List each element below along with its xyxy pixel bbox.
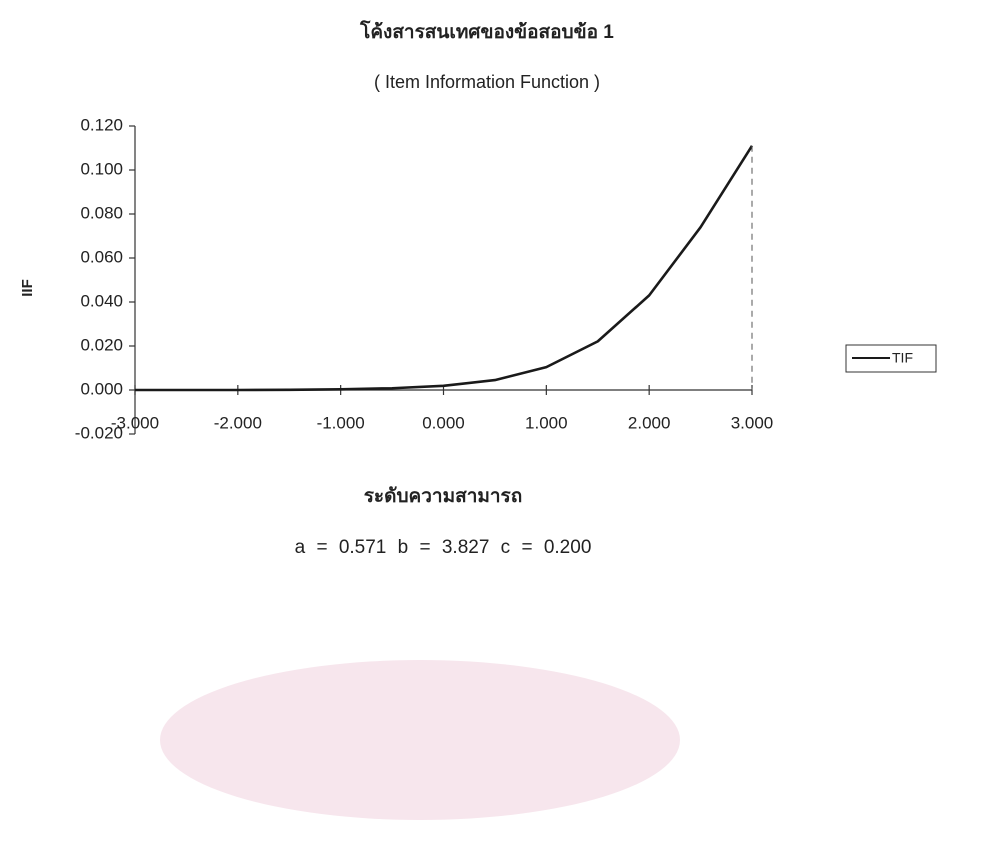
x-tick-label: 3.000 [731,413,774,432]
legend-label: TIF [892,350,913,366]
legend-box [845,344,937,373]
y-tick-label: 0.100 [80,159,123,178]
x-axis-title: ระดับความสามารถ [364,486,523,507]
y-tick-label: -0.020 [75,423,123,442]
watermark [160,660,680,820]
x-tick-label: 2.000 [628,413,671,432]
chart-subtitle: ( Item Information Function ) [374,72,600,92]
y-tick-label: 0.040 [80,291,123,310]
y-tick-label: 0.060 [80,247,123,266]
annotation: a = 0.571 b = 3.827 c = 0.200 [295,537,592,558]
chart-title: โค้งสารสนเทศของข้อสอบข้อ 1 [359,20,614,43]
x-tick-label: -2.000 [214,413,262,432]
y-tick-label: 0.000 [80,379,123,398]
y-tick-label: 0.120 [80,115,123,134]
y-axis-title: IIF [19,279,36,297]
x-tick-label: 1.000 [525,413,568,432]
x-tick-label: -1.000 [317,413,365,432]
x-tick-label: 0.000 [422,413,465,432]
line-series [135,145,754,392]
x-tick-label: -3.000 [111,413,159,432]
y-tick-label: 0.020 [80,335,123,354]
y-tick-label: 0.080 [80,203,123,222]
